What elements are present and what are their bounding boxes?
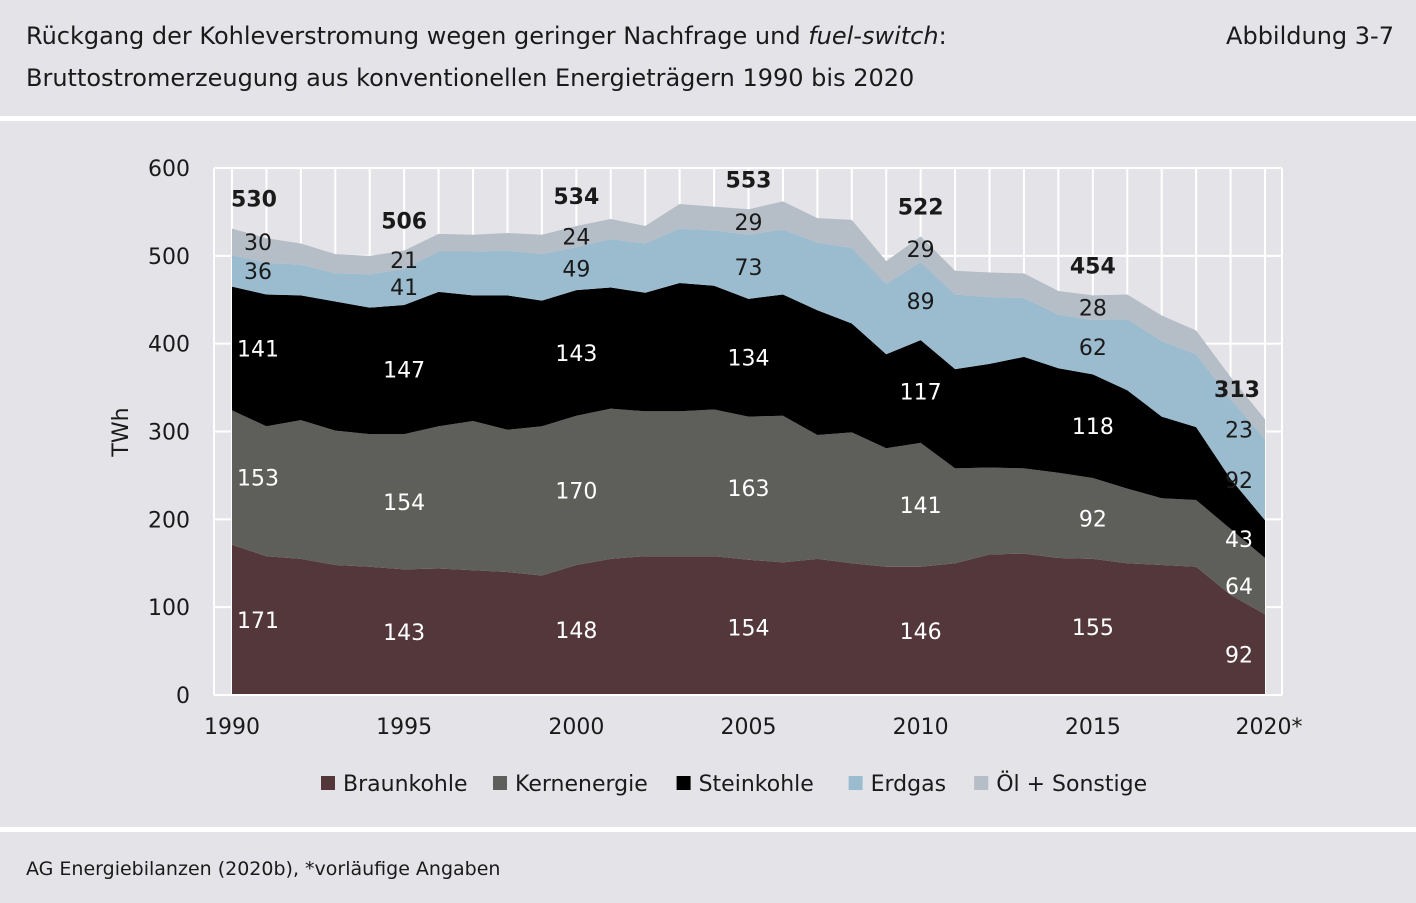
- legend-swatch: [493, 776, 507, 790]
- total-value-label: 522: [898, 196, 944, 221]
- segment-value-label: 92: [1225, 469, 1253, 494]
- legend-swatch: [676, 776, 691, 790]
- segment-value-label: 49: [562, 258, 590, 283]
- x-tick-label: 2000: [548, 715, 604, 740]
- segment-value-label: 134: [728, 347, 770, 372]
- legend-label: Braunkohle: [343, 772, 468, 797]
- area-steinkohle: [232, 283, 1265, 558]
- total-value-label: 454: [1070, 254, 1116, 279]
- segment-value-label: 30: [244, 231, 272, 256]
- segment-value-label: 29: [907, 238, 935, 263]
- legend-label: Erdgas: [871, 772, 946, 797]
- source-note: AG Energiebilanzen (2020b), *vorläufige …: [26, 858, 501, 880]
- segment-value-label: 143: [383, 621, 425, 646]
- segment-value-label: 118: [1072, 415, 1114, 440]
- footer-divider: [0, 827, 1416, 832]
- segment-value-label: 92: [1079, 507, 1107, 532]
- legend-swatch: [848, 776, 863, 790]
- segment-value-label: 141: [237, 337, 279, 362]
- total-value-label: 530: [231, 188, 277, 213]
- segment-value-label: 92: [1225, 644, 1253, 669]
- segment-value-label: 117: [900, 381, 942, 406]
- figure-label: Abbildung 3-7: [1226, 22, 1394, 50]
- x-tick-label: 1995: [376, 715, 432, 740]
- chart-area: 0 100 200 300 400 500 600 1990 1995 2000 2005 2010 2…: [0, 121, 1416, 827]
- segment-value-label: 29: [735, 211, 763, 236]
- area-erdgas: [232, 228, 1265, 521]
- chart-subtitle: Bruttostromerzeugung aus konventionellen…: [26, 64, 915, 92]
- y-tick-label: 400: [148, 333, 190, 358]
- y-tick-label: 100: [148, 596, 190, 621]
- segment-value-label: 23: [1225, 418, 1253, 443]
- y-tick-label: 300: [148, 421, 190, 446]
- segment-value-label: 62: [1079, 336, 1107, 361]
- segment-value-label: 155: [1072, 616, 1114, 641]
- chart-title-emphasis: fuel-switch: [808, 22, 939, 50]
- x-tick-label: 2010: [893, 715, 949, 740]
- segment-value-label: 43: [1225, 528, 1253, 553]
- segment-value-label: 64: [1225, 575, 1253, 600]
- segment-value-label: 41: [390, 276, 418, 301]
- y-tick-label: 600: [148, 157, 190, 182]
- x-tick-label: 2020*: [1236, 715, 1303, 740]
- area-kernenergie: [232, 408, 1265, 615]
- legend-swatch: [321, 776, 335, 790]
- header-divider: [0, 116, 1416, 121]
- segment-value-label: 147: [383, 359, 425, 384]
- y-tick-label: 0: [176, 684, 190, 709]
- chart-title-colon: :: [938, 22, 947, 50]
- y-tick-label: 500: [148, 245, 190, 270]
- segment-value-label: 24: [562, 226, 590, 251]
- y-axis-label: TWh: [109, 407, 134, 457]
- segment-value-label: 154: [728, 616, 770, 641]
- segment-value-label: 21: [390, 249, 418, 274]
- legend-label: Kernenergie: [515, 772, 648, 797]
- y-tick-label: 200: [148, 508, 190, 533]
- chart-title: Rückgang der Kohleverstromung wegen geri…: [26, 22, 947, 50]
- x-tick-label: 1990: [204, 715, 260, 740]
- legend-label: Öl + Sonstige: [996, 771, 1147, 797]
- x-tick-label: 2015: [1065, 715, 1121, 740]
- segment-value-label: 28: [1079, 297, 1107, 322]
- segment-value-label: 154: [383, 491, 425, 516]
- segment-value-label: 141: [900, 494, 942, 519]
- legend-swatch: [974, 776, 989, 790]
- total-value-label: 553: [726, 168, 772, 193]
- segment-value-label: 153: [237, 467, 279, 492]
- header: Rückgang der Kohleverstromung wegen geri…: [0, 0, 1416, 116]
- segment-value-label: 171: [237, 609, 279, 634]
- segment-value-label: 89: [907, 290, 935, 315]
- segment-value-label: 146: [900, 620, 942, 645]
- segment-value-label: 170: [555, 479, 597, 504]
- segment-value-label: 148: [555, 619, 597, 644]
- area-braunkohle: [232, 544, 1265, 695]
- legend-label: Steinkohle: [699, 772, 814, 797]
- stacked-area-chart: 0 100 200 300 400 500 600 1990 1995 2000 2005 2010 2…: [109, 157, 1303, 797]
- segment-value-label: 163: [728, 477, 770, 502]
- segment-value-label: 143: [555, 342, 597, 367]
- total-value-label: 534: [553, 185, 599, 210]
- segment-value-label: 73: [735, 256, 763, 281]
- chart-title-main: Rückgang der Kohleverstromung wegen geri…: [26, 22, 809, 50]
- x-tick-label: 2005: [721, 715, 777, 740]
- total-value-label: 506: [381, 210, 427, 235]
- total-value-label: 313: [1214, 378, 1260, 403]
- segment-value-label: 36: [244, 260, 272, 285]
